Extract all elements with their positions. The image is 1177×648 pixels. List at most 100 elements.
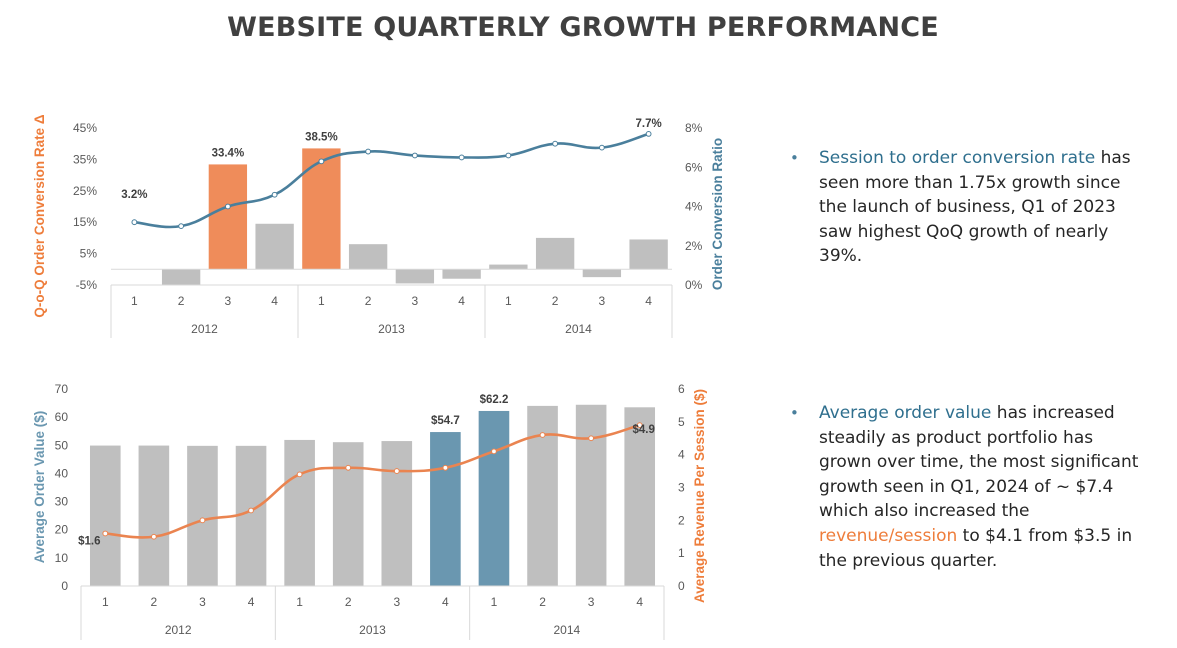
bullet-dot: • (790, 149, 799, 167)
y-tick-label: 25% (73, 184, 97, 198)
line-point (539, 432, 546, 438)
bar (395, 269, 435, 284)
bullet-highlight-aov: Average order value (819, 403, 992, 423)
line-point (224, 203, 231, 210)
bullet-dot: • (790, 404, 799, 422)
y2-tick-label: 1 (678, 546, 685, 560)
y2-tick-label: 5 (678, 415, 685, 429)
y-axis-title: Average Order Value ($) (32, 411, 47, 564)
y-axis-title: Q-o-Q Order Conversion Rate Δ (32, 114, 47, 318)
year-label: 2012 (191, 322, 218, 336)
y-tick-label: 40 (55, 466, 69, 480)
quarter-label: 2 (345, 595, 352, 609)
y-tick-label: 70 (55, 382, 69, 396)
bar (442, 269, 481, 279)
line-point (199, 517, 206, 524)
y2-tick-label: 3 (678, 481, 685, 495)
y-tick-label: 45% (73, 121, 97, 135)
quarter-label: 1 (296, 595, 303, 609)
year-label: 2013 (378, 322, 405, 336)
line-point (598, 144, 605, 151)
line-point (131, 219, 138, 226)
series-line (134, 132, 650, 229)
quarter-label: 1 (102, 595, 109, 609)
bar (629, 239, 668, 270)
y2-tick-label: 2 (678, 513, 685, 527)
data-label: 33.4% (212, 147, 245, 159)
bar (624, 407, 656, 586)
line-point (318, 158, 325, 165)
line-point (178, 223, 185, 230)
bar (89, 445, 121, 586)
bar (187, 445, 218, 586)
line-point (296, 471, 303, 478)
y-tick-label: 5% (80, 247, 98, 261)
bar (332, 442, 364, 586)
line-point (552, 140, 559, 147)
bar (284, 439, 315, 586)
line-point (491, 448, 497, 455)
quarter-label: 4 (442, 595, 449, 609)
bullet-order-value: • Average order value has increased stea… (790, 401, 1150, 573)
bullet-conversion: • Session to order conversion rate has s… (790, 146, 1150, 269)
y2-tick-label: 6 (678, 382, 685, 396)
quarter-label: 1 (131, 294, 138, 308)
line-point (442, 464, 449, 471)
line-point (645, 130, 652, 137)
line-point (102, 530, 109, 537)
quarter-label: 4 (458, 294, 465, 308)
line-point (271, 191, 278, 198)
year-label: 2012 (165, 623, 192, 637)
series-line (105, 423, 641, 539)
y2-tick-label: 4 (678, 448, 685, 462)
line-point (150, 533, 157, 540)
line-point (393, 468, 400, 474)
year-label: 2014 (553, 623, 580, 637)
data-label: $54.7 (431, 415, 460, 427)
data-label: 38.5% (305, 131, 338, 143)
y-tick-label: 50 (55, 438, 69, 452)
bar (208, 164, 248, 270)
line-point (411, 152, 418, 159)
y2-axis-title: Average Revenue Per Session ($) (692, 389, 707, 603)
y2-axis-title: Order Conversion Ratio (710, 138, 725, 290)
data-label: $62.2 (480, 394, 509, 406)
y2-tick-label: 4% (685, 200, 703, 214)
data-label: $1.6 (78, 535, 100, 547)
page-title: WEBSITE QUARTERLY GROWTH PERFORMANCE (227, 12, 939, 43)
y-tick-label: 30 (55, 495, 69, 509)
quarter-label: 3 (393, 595, 400, 609)
quarter-label: 1 (318, 294, 325, 308)
bar (575, 404, 607, 586)
quarter-label: 2 (151, 595, 158, 609)
bullet-text-conversion: has seen more than 1.75x growth since th… (819, 148, 1131, 267)
y-tick-label: 15% (73, 215, 97, 229)
conversion-chart: 45% 35% 25% 15% 5% -5% 8% 6% 4% 2% 0% Q-o-Q Order C… (32, 114, 725, 338)
line-point (588, 435, 595, 442)
y2-tick-label: 0% (685, 278, 703, 292)
quarter-label: 1 (505, 294, 512, 308)
line-point (345, 464, 352, 471)
year-label: 2013 (359, 623, 386, 637)
line-point (365, 148, 372, 155)
bar (535, 237, 575, 270)
bar (489, 264, 528, 270)
y2-tick-label: 6% (685, 160, 703, 174)
quarter-label: 3 (225, 294, 232, 308)
y-tick-label: 60 (55, 410, 69, 424)
y-tick-label: 20 (55, 523, 69, 537)
y-tick-label: 35% (73, 152, 97, 166)
quarter-label: 2 (539, 595, 546, 609)
bullet-highlight-revenue-session: revenue/session (819, 525, 958, 546)
line-point (248, 507, 254, 514)
quarter-label: 3 (599, 294, 606, 308)
bar (161, 269, 201, 285)
bullet-highlight-conversion: Session to order conversion rate (819, 148, 1096, 168)
bar (381, 441, 413, 586)
bar (430, 432, 461, 586)
bar (478, 410, 510, 586)
year-label: 2014 (565, 322, 592, 336)
y-tick-label: 0 (61, 579, 68, 593)
y-tick-label: -5% (76, 278, 98, 292)
